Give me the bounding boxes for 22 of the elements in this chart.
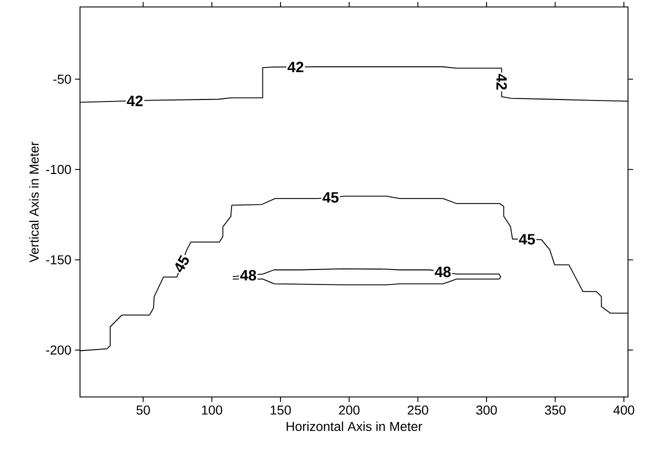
x-tick-label: 150 [270,406,291,415]
y-tick-label: -50 [53,74,71,84]
annotation: 42 [496,74,507,90]
x-tick-label: 350 [544,406,566,415]
x-tick-label: 50 [136,406,150,415]
y-tick-label: -150 [46,255,71,264]
x-tick-label: 200 [339,406,360,415]
y-tick-label: -100 [46,164,71,174]
annotation: 48 [240,270,256,281]
annotation: 42 [288,62,304,72]
annotation: 45 [175,255,189,272]
y-tick-label: -200 [46,345,71,355]
y-axis-title: Vertical Axis in Meter [29,142,39,262]
x-tick-label: 400 [613,406,634,415]
x-tick-label: 100 [202,406,222,415]
x-tick-label: 300 [476,406,497,415]
x-tick-label: 250 [408,406,428,415]
annotation: 48 [434,266,451,278]
annotation: 45 [518,234,535,245]
x-axis-title: Horizontal Axis in Meter [286,422,422,432]
annotation: 42 [126,96,143,106]
annotation: 45 [322,192,339,203]
